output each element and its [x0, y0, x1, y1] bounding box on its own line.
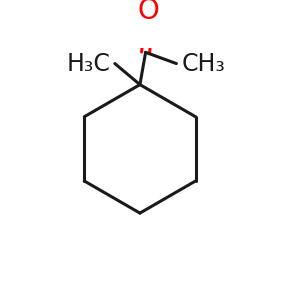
- Text: O: O: [137, 0, 159, 25]
- Text: CH₃: CH₃: [182, 52, 226, 76]
- Text: H₃C: H₃C: [66, 52, 110, 76]
